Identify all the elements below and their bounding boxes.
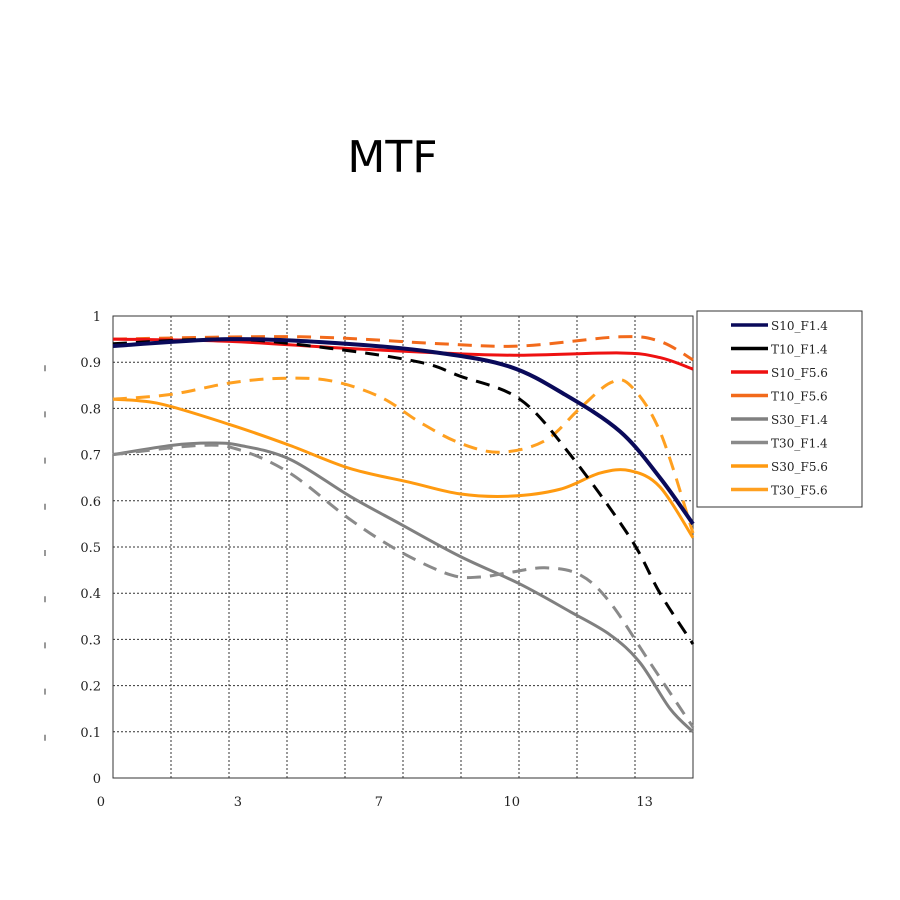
legend-label: S30_F1.4	[771, 413, 828, 427]
y-tick-label: 0.2	[80, 680, 101, 695]
legend-label: T10_F5.6	[771, 390, 828, 404]
x-tick-label: 10	[503, 795, 520, 810]
series-line-t30-f5-6	[112, 376, 695, 534]
x-tick-label: 13	[636, 795, 653, 810]
y-tick-label: 0.9	[80, 356, 101, 371]
x-tick-label: 3	[234, 795, 242, 810]
series-line-s30-f5-6	[112, 397, 695, 539]
x-tick-label: 0	[97, 795, 105, 810]
y-tick-label: 0	[93, 772, 101, 787]
legend: S10_F1.4 T10_F1.4 S10_F5.6 T10_F5.6 S30_F1.4…	[696, 310, 863, 508]
y-tick-label: 0.7	[80, 449, 101, 464]
y-tick-label: 0.3	[80, 633, 101, 648]
x-tick-label: 7	[375, 795, 383, 810]
series-line-t30-f1-4	[112, 443, 695, 729]
legend-label: S10_F1.4	[771, 319, 828, 333]
y-tick-label: 0.6	[80, 495, 101, 510]
y-tick-label: 0.1	[80, 726, 101, 741]
legend-label: S30_F5.6	[771, 460, 828, 474]
legend-label: S10_F5.6	[771, 366, 828, 380]
legend-box	[696, 310, 863, 508]
y-tick-label: 0.8	[80, 402, 101, 417]
chart-title: MTF	[347, 132, 438, 183]
y-tick-label: 0.4	[80, 587, 101, 602]
series-line-s30-f1-4	[112, 441, 695, 733]
series-line-t10-f5-6	[112, 335, 694, 362]
plot-frame	[112, 315, 694, 779]
legend-label: T30_F1.4	[771, 437, 828, 451]
legend-label: T30_F5.6	[771, 484, 828, 498]
legend-label: T10_F1.4	[771, 343, 828, 357]
y-tick-label: 1	[93, 310, 101, 325]
y-tick-label: 0.5	[80, 541, 101, 556]
series-line-s10-f1-4	[112, 337, 695, 526]
